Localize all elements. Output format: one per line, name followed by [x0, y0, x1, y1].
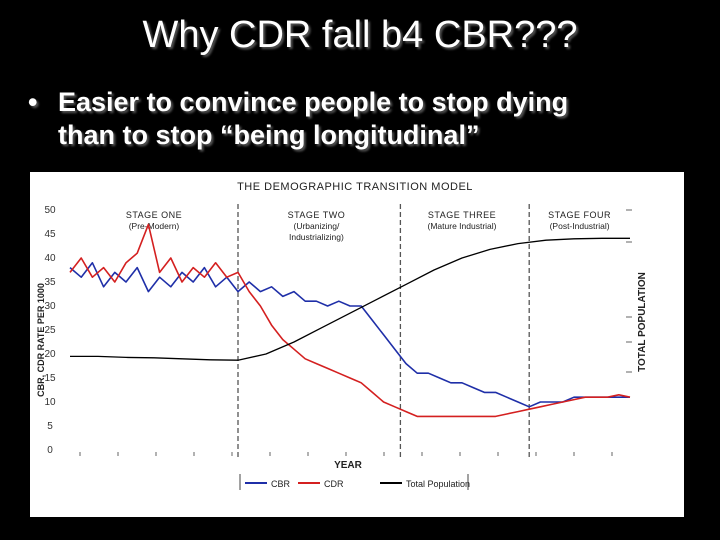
y-tick-label: 40 — [44, 253, 56, 264]
stage-subtitle: (Mature Industrial) — [428, 221, 497, 231]
y-tick-label: 25 — [44, 325, 56, 336]
bullet-text-line2: than to stop “being longitudinal” — [58, 120, 480, 150]
stage-subtitle: (Urbanizing/ — [293, 221, 339, 231]
y-tick-label: 10 — [44, 397, 56, 408]
stage-name: STAGE FOUR — [548, 210, 611, 220]
stage-subtitle: (Post-Industrial) — [550, 221, 610, 231]
chart-title: THE DEMOGRAPHIC TRANSITION MODEL — [237, 181, 473, 193]
legend-label: Total Population — [406, 479, 470, 489]
stage-subtitle: Industrializing) — [289, 232, 344, 242]
stage-name: STAGE THREE — [428, 210, 496, 220]
y-tick-label: 15 — [44, 373, 56, 384]
y2-axis-label: TOTAL POPULATION — [637, 272, 648, 372]
y-tick-label: 35 — [44, 277, 56, 288]
legend-label: CBR — [271, 479, 291, 489]
stage-name: STAGE TWO — [288, 210, 346, 220]
y-tick-label: 20 — [44, 349, 56, 360]
legend-label: CDR — [324, 479, 344, 489]
y-tick-label: 45 — [44, 229, 56, 240]
stage-name: STAGE ONE — [126, 210, 182, 220]
y-tick-label: 5 — [47, 421, 53, 432]
y-tick-label: 50 — [44, 205, 56, 216]
bullet-marker: • — [28, 87, 38, 117]
y-tick-label: 0 — [47, 445, 53, 456]
bullet-text-line1: Easier to convince people to stop dying — [58, 87, 569, 117]
chart-svg: THE DEMOGRAPHIC TRANSITION MODEL CBR, CD… — [36, 181, 648, 490]
x-axis-label: YEAR — [334, 460, 363, 471]
series-line-total-population — [70, 237, 630, 361]
bullet-point: • Easier to convince people to stop dyin… — [28, 86, 708, 152]
stage-subtitle: (Pre-Modern) — [129, 221, 180, 231]
y-tick-label: 30 — [44, 301, 56, 312]
slide-title: Why CDR fall b4 CBR??? — [142, 14, 578, 56]
series-line-cbr — [69, 262, 630, 408]
demographic-transition-chart: THE DEMOGRAPHIC TRANSITION MODEL CBR, CD… — [30, 172, 684, 517]
y-axis-label: CBR, CDR RATE PER 1000 — [36, 283, 46, 397]
series-line-cdr — [69, 223, 631, 418]
